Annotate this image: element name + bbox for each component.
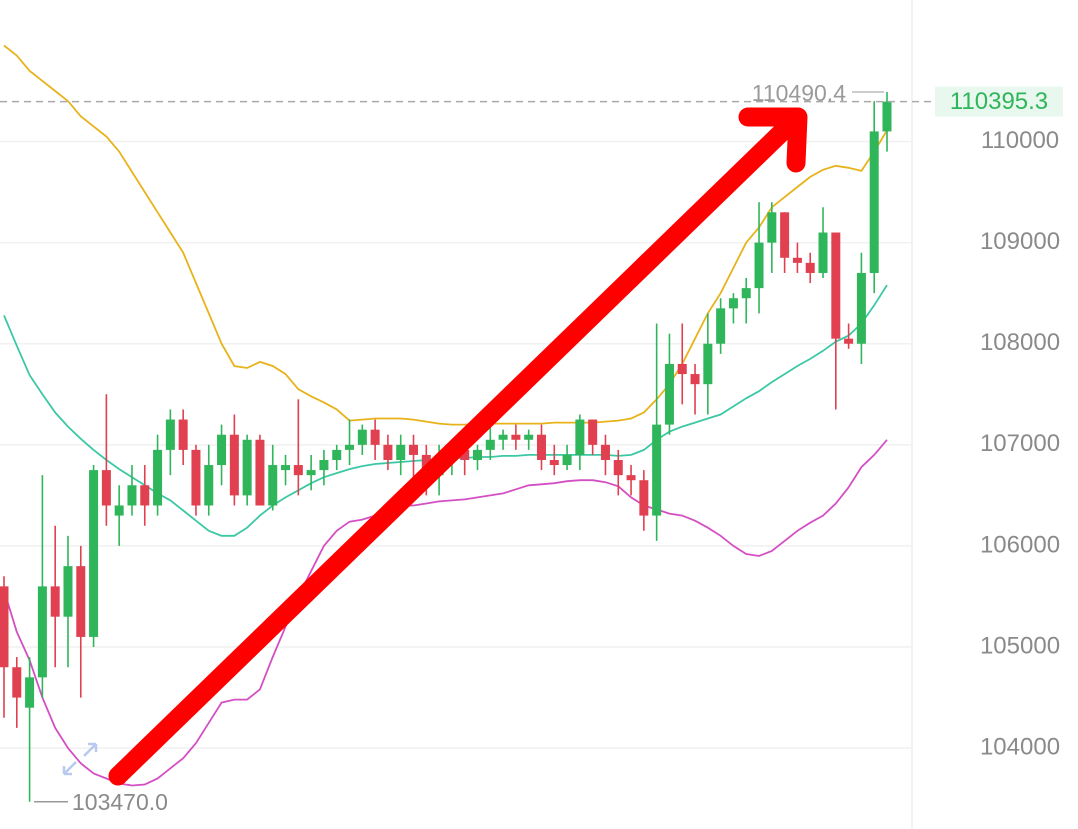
candle-body: [409, 444, 419, 455]
candle-body: [76, 566, 86, 637]
arrow-head: [738, 107, 808, 173]
candle-body: [664, 363, 674, 425]
candle-body: [357, 429, 367, 445]
candle-body: [575, 419, 585, 455]
candle-body: [600, 444, 610, 460]
candle-body: [63, 566, 73, 617]
last-price-box: [935, 86, 1063, 117]
candles: [0, 91, 892, 802]
high-marker-label: 110490.4: [752, 80, 846, 106]
candle-body: [831, 232, 841, 339]
candle-body: [741, 288, 751, 299]
candle-body: [306, 470, 316, 476]
candle-body: [805, 262, 815, 273]
band-line: [3, 439, 888, 787]
y-tick-label: 105000: [980, 632, 1060, 659]
candle-body: [869, 131, 879, 273]
arrow-shaft: [108, 120, 794, 786]
candle-body: [153, 449, 163, 506]
candle-body: [588, 419, 598, 445]
candle-body: [319, 459, 329, 471]
candle-body: [460, 449, 470, 460]
candle-body: [703, 343, 713, 385]
candle-body: [498, 434, 508, 440]
candle-body: [562, 454, 572, 466]
candle-body: [383, 444, 393, 460]
candle-body: [818, 232, 828, 273]
expand-arrow: [83, 742, 98, 757]
candle-body: [716, 308, 726, 344]
low-marker-label: 103470.0: [72, 789, 168, 815]
candle-body: [178, 419, 188, 450]
candle-body: [332, 449, 342, 460]
candle-body: [780, 212, 790, 258]
y-tick-label: 107000: [980, 430, 1060, 457]
last-price-label: 110395.3: [950, 88, 1048, 115]
candle-body: [626, 475, 636, 481]
candle-body: [89, 470, 99, 637]
candle-body: [472, 449, 482, 460]
candle-body: [511, 434, 521, 440]
candle-body: [0, 586, 9, 668]
candle-body: [165, 419, 175, 450]
candle-body: [345, 444, 355, 450]
candle-body: [882, 101, 892, 132]
y-tick-label: 109000: [980, 228, 1060, 255]
candle-body: [370, 429, 380, 445]
candle-body: [844, 338, 854, 344]
candle-body: [767, 212, 777, 243]
candle-body: [690, 374, 700, 385]
candle-body: [613, 459, 623, 476]
candle-body: [140, 485, 150, 506]
candle-body: [255, 439, 265, 506]
candle-body: [754, 242, 764, 289]
expand-arrow: [62, 761, 77, 776]
candle-body: [639, 480, 649, 516]
candle-body: [204, 465, 214, 506]
candle-body: [396, 444, 406, 460]
candle-body: [524, 434, 534, 440]
candle-body: [792, 257, 802, 263]
candle-body: [37, 586, 47, 678]
expand-icon[interactable]: [62, 742, 98, 776]
y-tick-label: 104000: [980, 733, 1060, 760]
candle-body: [217, 434, 227, 466]
grid: 104000 105000 106000 107000 108000 109000 1100…: [0, 127, 1060, 760]
trend-arrow: [108, 107, 808, 786]
y-tick-label: 110000: [981, 127, 1059, 154]
candle-body: [652, 424, 662, 516]
candle-body: [229, 434, 239, 496]
candle-body: [25, 677, 35, 708]
candle-body: [12, 667, 22, 698]
candle-body: [101, 470, 111, 506]
candle-body: [114, 505, 124, 516]
y-tick-label: 108000: [980, 329, 1060, 356]
candle-body: [677, 363, 687, 375]
candle-body: [191, 449, 201, 506]
candle-body: [127, 485, 137, 506]
overlay: 110395.3 110490.4 103470.0: [0, 80, 1063, 815]
candle-body: [485, 439, 495, 450]
candle-body: [281, 465, 291, 471]
candle-body: [268, 465, 278, 506]
candle-body: [728, 298, 738, 309]
candle-body: [242, 439, 252, 496]
candle-body: [293, 465, 303, 476]
candle-body: [549, 459, 559, 466]
candle-body: [50, 586, 60, 617]
candle-body: [856, 272, 866, 344]
band-line: [3, 44, 888, 426]
candle-body: [536, 434, 546, 460]
y-tick-label: 106000: [980, 531, 1060, 558]
